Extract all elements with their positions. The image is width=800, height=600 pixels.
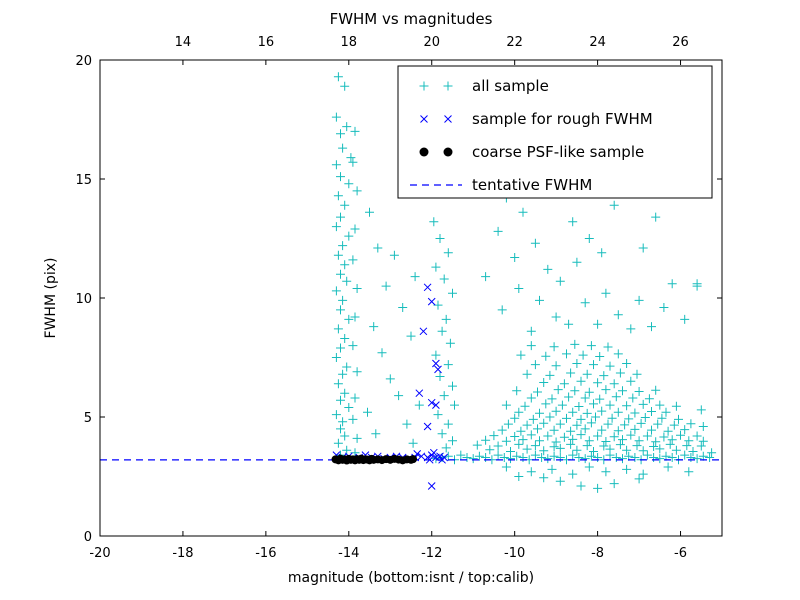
x-tick-label-bottom: -14: [338, 546, 359, 561]
legend-dot-sample: [443, 147, 453, 157]
y-axis-label: FWHM (pix): [43, 258, 59, 339]
legend-plus-sample: [419, 81, 453, 91]
x-axis-label: magnitude (bottom:isnt / top:calib): [288, 570, 534, 586]
x-tick-label-bottom: -10: [504, 546, 525, 561]
x-tick-label-top: 22: [506, 35, 523, 50]
series-layer: [100, 72, 722, 493]
x-tick-label-top: 24: [589, 35, 606, 50]
legend: all sample sample for rough FWHM coarse PS…: [397, 65, 713, 199]
plot-frame: [99, 59, 723, 537]
y-tick-label: 10: [75, 292, 92, 307]
x-tick-label-bottom: -8: [591, 546, 604, 561]
all-sample-markers: [331, 72, 717, 493]
x-tick-label-top: 18: [341, 35, 358, 50]
x-tick-label-bottom: -6: [674, 546, 687, 561]
x-tick-label-bottom: -20: [89, 546, 110, 561]
coarse-psf-like-sample-dot: [409, 455, 418, 464]
legend-cross-sample: [420, 115, 452, 123]
legend-label: coarse PSF-like sample: [472, 143, 644, 161]
legend-label: tentative FWHM: [472, 176, 592, 194]
legend-box: [397, 65, 713, 199]
y-tick-label: 0: [84, 530, 92, 545]
x-tick-label-bottom: -16: [255, 546, 276, 561]
y-tick-label: 15: [75, 173, 92, 188]
legend-dot-sample: [419, 147, 429, 157]
x-tick-label-top: 26: [672, 35, 689, 50]
plot-title: FWHM vs magnitudes: [330, 10, 493, 28]
legend-label: all sample: [472, 77, 549, 95]
legend-label: sample for rough FWHM: [472, 110, 653, 128]
x-tick-label-bottom: -12: [421, 546, 442, 561]
x-tick-label-top: 20: [423, 35, 440, 50]
x-tick-label-top: 14: [175, 35, 192, 50]
ticks-layer: -20 -18 -16 -14 -12 -10 -8 -6 14 16 18 20 22 24 26 0 5 10…: [75, 35, 722, 561]
x-tick-label-top: 16: [258, 35, 275, 50]
y-tick-label: 20: [75, 54, 92, 69]
y-tick-label: 5: [84, 411, 92, 426]
x-tick-label-bottom: -18: [172, 546, 193, 561]
